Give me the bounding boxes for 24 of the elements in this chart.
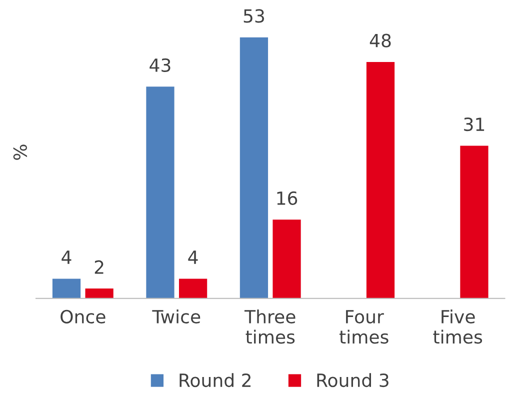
x-tick-label: Twice bbox=[152, 310, 200, 324]
legend-label: Round 3 bbox=[317, 373, 388, 388]
data-label: 53 bbox=[244, 9, 264, 23]
bar bbox=[52, 278, 81, 298]
y-axis-title: % bbox=[13, 144, 27, 160]
data-label: 31 bbox=[464, 117, 484, 132]
bar bbox=[272, 220, 301, 298]
bar bbox=[240, 37, 268, 298]
bar bbox=[146, 86, 174, 298]
data-label: 43 bbox=[150, 58, 170, 72]
data-label: 48 bbox=[370, 34, 391, 48]
data-label: 4 bbox=[188, 250, 198, 264]
x-tick-label: Five times bbox=[433, 310, 482, 344]
x-tick-label: Four times bbox=[339, 310, 388, 344]
legend-label: Round 2 bbox=[180, 373, 251, 388]
data-label: 4 bbox=[62, 250, 72, 264]
data-label: 2 bbox=[94, 260, 104, 274]
bar bbox=[178, 278, 208, 298]
data-label: 16 bbox=[277, 191, 298, 206]
bar bbox=[366, 62, 395, 298]
bar bbox=[85, 288, 114, 298]
bar bbox=[460, 146, 488, 298]
x-tick-label: Three times bbox=[244, 310, 296, 344]
x-tick-label: Once bbox=[60, 310, 106, 324]
